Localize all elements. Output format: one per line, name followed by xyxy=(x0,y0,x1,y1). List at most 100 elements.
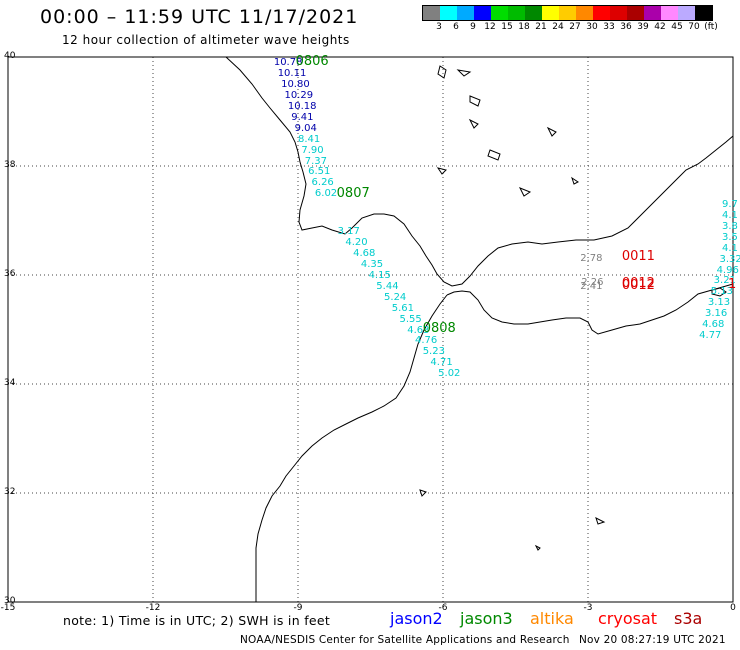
wave-height-value: 6.51 xyxy=(308,166,331,178)
graticule-grid xyxy=(8,57,733,602)
wave-height-value: 10.80 xyxy=(281,79,310,91)
color-legend-bar xyxy=(422,5,713,21)
legend-swatch xyxy=(508,6,525,20)
wave-height-value: 4.1 xyxy=(722,242,738,254)
wave-height-value: 5.13 xyxy=(710,286,734,298)
legend-swatch xyxy=(593,6,610,20)
mission-label-jason2: jason2 xyxy=(390,609,443,628)
wave-height-value: 4.20 xyxy=(345,237,368,249)
wave-height-value: 7.37 xyxy=(304,155,328,167)
wave-height-value: 4.71 xyxy=(430,357,453,369)
wave-height-value: 5.61 xyxy=(391,302,415,314)
wave-height-value: 3.16 xyxy=(704,308,728,320)
wave-height-value: 3.5 xyxy=(722,231,738,243)
wave-height-value: 9.41 xyxy=(291,111,314,123)
latitude-label: 30 xyxy=(4,596,16,606)
latitude-label: 38 xyxy=(4,160,16,170)
wave-height-value: 4.68 xyxy=(702,319,725,331)
legend-swatch xyxy=(695,6,712,20)
longitude-label: -3 xyxy=(583,603,593,613)
map-title: 00:00 – 11:59 UTC 11/17/2021 xyxy=(40,6,359,28)
wave-height-value: 10.11 xyxy=(277,68,307,80)
coast-fragment-7 xyxy=(546,126,557,137)
map-frame xyxy=(7,56,734,603)
pass-id-label: 0806 xyxy=(295,54,329,70)
wave-height-value: 10.18 xyxy=(287,101,317,113)
wave-height-value: 3.32 xyxy=(719,253,740,265)
legend-swatch xyxy=(576,6,593,20)
longitude-label: -12 xyxy=(145,603,161,613)
map-subtitle: 12 hour collection of altimeter wave hei… xyxy=(62,33,350,47)
mission-label-cryosat: cryosat xyxy=(598,609,658,628)
coast-fragment-1 xyxy=(437,65,447,79)
wave-height-value: 4.68 xyxy=(353,248,376,260)
iberia-west-coast xyxy=(225,56,734,287)
morocco-coast xyxy=(446,283,734,335)
wave-height-value: 9.04 xyxy=(294,122,317,134)
longitude-label: -9 xyxy=(293,603,303,613)
legend-tick-label: 27 xyxy=(569,22,581,32)
legend-swatch xyxy=(644,6,661,20)
wave-height-value: 6.26 xyxy=(311,177,334,189)
legend-tick-label: 15 xyxy=(501,22,513,32)
legend-swatch xyxy=(457,6,474,20)
legend-swatch xyxy=(474,6,491,20)
legend-swatch xyxy=(559,6,576,20)
mission-label-jason3: jason3 xyxy=(460,609,513,628)
legend-swatch xyxy=(627,6,644,20)
wave-height-value: 4.96 xyxy=(716,264,739,276)
legend-tick-label: (ft) xyxy=(704,22,718,32)
wave-height-value: 6.02 xyxy=(314,188,338,200)
legend-swatch xyxy=(423,6,440,20)
latitude-label: 36 xyxy=(4,269,16,279)
mission-label-s3a: s3a xyxy=(674,609,703,628)
legend-tick-label: 36 xyxy=(620,22,632,32)
legend-tick-label: 70 xyxy=(688,22,700,32)
legend-tick-label: 42 xyxy=(654,22,666,32)
wave-height-value: 4.63 xyxy=(407,324,430,336)
wave-height-value: 5.44 xyxy=(376,280,399,292)
wave-height-value: 2.26 xyxy=(581,276,604,288)
africa-atlantic-coast xyxy=(255,294,448,602)
coast-fragment-11 xyxy=(436,167,447,175)
latitude-label: 34 xyxy=(4,378,16,388)
wave-height-value: 3.21 xyxy=(713,275,736,287)
wave-height-value: 5.24 xyxy=(384,291,407,303)
wave-height-value: 9.7 xyxy=(722,199,738,211)
legend-tick-label: 12 xyxy=(484,22,496,32)
balearic-island xyxy=(711,287,727,297)
legend-swatch xyxy=(610,6,627,20)
legend-tick-label: 6 xyxy=(453,22,459,32)
wave-height-value: 5.02 xyxy=(438,368,461,380)
wave-height-value: 10.78 xyxy=(273,56,303,68)
wave-height-value: 2.78 xyxy=(580,253,603,265)
legend-tick-label: 45 xyxy=(671,22,683,32)
coast-fragment-9 xyxy=(419,489,427,497)
pass-id-label: 1 xyxy=(728,276,737,292)
coast-fragment-3 xyxy=(487,149,501,161)
legend-swatch xyxy=(678,6,695,20)
wave-height-value: 3.17 xyxy=(337,226,360,238)
legend-tick-label: 21 xyxy=(535,22,547,32)
legend-swatch xyxy=(542,6,559,20)
wave-height-value: 10.29 xyxy=(284,90,314,102)
legend-tick-label: 39 xyxy=(637,22,649,32)
latitude-label: 32 xyxy=(4,487,16,497)
legend-tick-label: 18 xyxy=(518,22,530,32)
latitude-label: 40 xyxy=(4,51,16,61)
pass-id-label: 0808 xyxy=(422,321,456,337)
wave-height-value: 3.13 xyxy=(707,297,731,309)
wave-height-value: 5.23 xyxy=(422,346,445,358)
coastline xyxy=(225,56,734,602)
legend-tick-label: 33 xyxy=(603,22,615,32)
wave-height-value: 8.41 xyxy=(298,133,321,145)
wave-height-value: 7.90 xyxy=(301,144,324,156)
longitude-label: -15 xyxy=(0,603,16,613)
wave-height-value: 4.77 xyxy=(699,329,722,341)
wave-height-value: 3.8 xyxy=(722,220,738,232)
legend-tick-label: 3 xyxy=(436,22,442,32)
coast-fragment-8 xyxy=(595,517,606,525)
wave-height-value: 5.55 xyxy=(399,313,422,325)
coast-fragment-5 xyxy=(468,118,479,129)
